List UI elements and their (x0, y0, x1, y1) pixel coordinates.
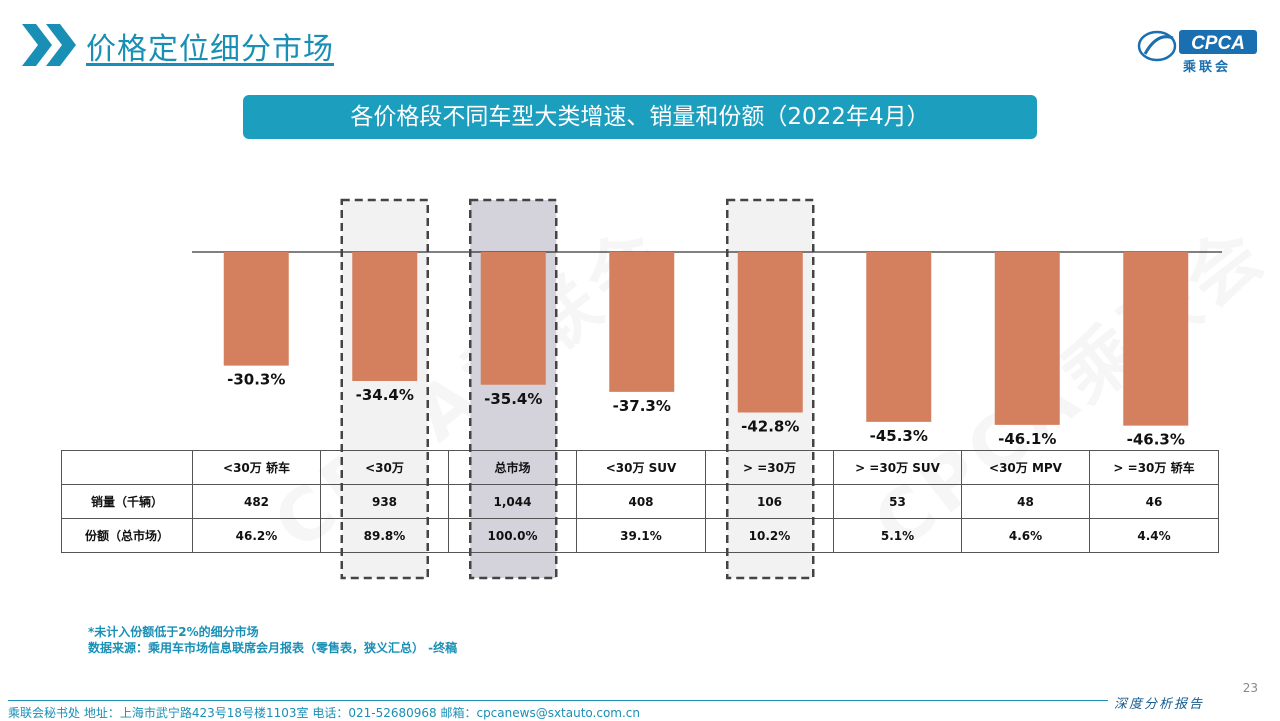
table-cell: 89.8% (320, 518, 449, 553)
footer-contact-info: 乘联会秘书处 地址：上海市武宁路423号18号楼1103室 电话：021-526… (8, 706, 641, 720)
column-header: <30万 轿车 (192, 450, 321, 485)
bar (352, 252, 418, 381)
table-cell: 10.2% (705, 518, 834, 553)
row-label: 份额（总市场） (61, 518, 193, 553)
table-cell: 4.4% (1089, 518, 1219, 553)
table-header-row: <30万 轿车 <30万 总市场 <30万 SUV > =30万 > =30万 … (61, 450, 1219, 485)
table-cell: 46 (1089, 484, 1219, 519)
column-header: <30万 MPV (961, 450, 1090, 485)
bar (223, 252, 289, 366)
data-table: <30万 轿车 <30万 总市场 <30万 SUV > =30万 > =30万 … (61, 450, 1219, 553)
table-cell: 39.1% (576, 518, 706, 553)
row-label: 销量（千辆） (61, 484, 193, 519)
bar (866, 252, 932, 422)
table-cell: 4.6% (961, 518, 1090, 553)
table-cell: 48 (961, 484, 1090, 519)
chart-title-banner: 各价格段不同车型大类增速、销量和份额（2022年4月） (243, 95, 1037, 139)
table-corner-cell (61, 450, 193, 485)
table-cell: 100.0% (448, 518, 577, 553)
footer-divider (8, 700, 1108, 701)
table-cell: 106 (705, 484, 834, 519)
table-cell: 1,044 (448, 484, 577, 519)
column-header: 总市场 (448, 450, 577, 485)
data-label: -30.3% (227, 371, 285, 389)
footnote-line: *未计入份额低于2%的细分市场 (88, 625, 259, 639)
data-label: -42.8% (741, 418, 799, 436)
source-line: 数据来源：乘用车市场信息联席会月报表（零售表，狭义汇总） -终稿 (88, 641, 458, 655)
bar (1123, 252, 1189, 426)
report-tag: 深度分析报告 (1114, 697, 1205, 712)
table-cell: 938 (320, 484, 449, 519)
table-cell: 408 (576, 484, 706, 519)
table-row: 份额（总市场） 46.2% 89.8% 100.0% 39.1% 10.2% 5… (61, 518, 1219, 553)
table-cell: 53 (833, 484, 962, 519)
table-cell: 482 (192, 484, 321, 519)
table-cell: 46.2% (192, 518, 321, 553)
table-row: 销量（千辆） 482 938 1,044 408 106 53 48 46 (61, 484, 1219, 519)
data-label: -46.1% (998, 430, 1056, 448)
column-header: > =30万 (705, 450, 834, 485)
table-cell: 5.1% (833, 518, 962, 553)
bar (994, 252, 1060, 425)
footnote: *未计入份额低于2%的细分市场 数据来源：乘用车市场信息联席会月报表（零售表，狭… (88, 624, 457, 656)
data-label: -37.3% (613, 397, 671, 415)
bar (480, 252, 546, 385)
data-label: -46.3% (1127, 431, 1185, 449)
column-header: > =30万 SUV (833, 450, 962, 485)
bar (609, 252, 675, 392)
logo-icon: CPCA (1137, 30, 1257, 62)
header-chevron-icon (22, 24, 76, 66)
page-title: 价格定位细分市场 (86, 32, 334, 67)
column-header: > =30万 轿车 (1089, 450, 1219, 485)
data-label: -45.3% (870, 427, 928, 445)
logo-subtitle: 乘联会 (1183, 60, 1232, 75)
page-number: 23 (1242, 681, 1258, 695)
svg-text:CPCA: CPCA (1191, 33, 1245, 54)
cpca-logo: CPCA 乘联会 (1135, 22, 1260, 75)
data-label: -34.4% (356, 386, 414, 404)
data-label: -35.4% (484, 390, 542, 408)
column-header: <30万 (320, 450, 449, 485)
column-header: <30万 SUV (576, 450, 706, 485)
bar (737, 252, 803, 413)
